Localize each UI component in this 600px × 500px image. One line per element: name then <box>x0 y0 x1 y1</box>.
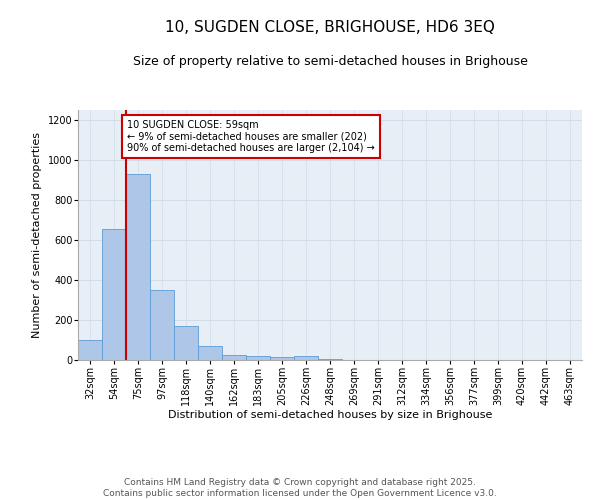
Bar <box>294 356 318 360</box>
X-axis label: Distribution of semi-detached houses by size in Brighouse: Distribution of semi-detached houses by … <box>168 410 492 420</box>
Text: Size of property relative to semi-detached houses in Brighouse: Size of property relative to semi-detach… <box>133 55 527 68</box>
Bar <box>102 229 126 360</box>
Bar <box>198 346 222 360</box>
Text: 10, SUGDEN CLOSE, BRIGHOUSE, HD6 3EQ: 10, SUGDEN CLOSE, BRIGHOUSE, HD6 3EQ <box>165 20 495 35</box>
Bar <box>318 359 342 360</box>
Y-axis label: Number of semi-detached properties: Number of semi-detached properties <box>32 132 42 338</box>
Text: 10 SUGDEN CLOSE: 59sqm
← 9% of semi-detached houses are smaller (202)
90% of sem: 10 SUGDEN CLOSE: 59sqm ← 9% of semi-deta… <box>127 120 375 153</box>
Bar <box>78 340 102 360</box>
Text: Contains HM Land Registry data © Crown copyright and database right 2025.
Contai: Contains HM Land Registry data © Crown c… <box>103 478 497 498</box>
Bar <box>150 290 174 360</box>
Bar <box>270 357 294 360</box>
Bar <box>246 356 270 360</box>
Bar <box>174 326 198 360</box>
Bar <box>126 174 150 360</box>
Bar <box>222 355 246 360</box>
